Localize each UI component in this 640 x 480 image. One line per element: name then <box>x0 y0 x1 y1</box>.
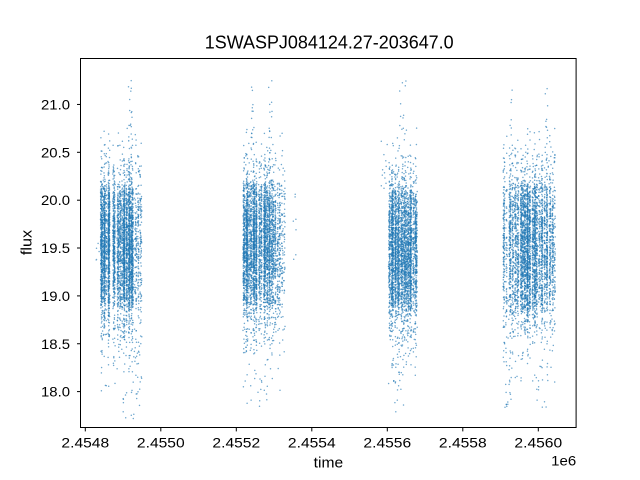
svg-text:21.0: 21.0 <box>41 96 70 112</box>
svg-text:time: time <box>314 456 344 472</box>
svg-text:2.4552: 2.4552 <box>212 434 260 450</box>
svg-text:flux: flux <box>19 229 35 255</box>
svg-text:19.5: 19.5 <box>41 240 70 256</box>
svg-text:18.0: 18.0 <box>41 384 70 400</box>
svg-text:20.0: 20.0 <box>41 192 70 208</box>
svg-text:2.4550: 2.4550 <box>137 434 185 450</box>
svg-text:18.5: 18.5 <box>41 336 70 352</box>
svg-text:2.4560: 2.4560 <box>514 434 562 450</box>
svg-text:2.4554: 2.4554 <box>288 434 336 450</box>
svg-text:1e6: 1e6 <box>551 452 576 468</box>
svg-text:2.4556: 2.4556 <box>363 434 411 450</box>
svg-text:2.4558: 2.4558 <box>439 434 487 450</box>
svg-text:20.5: 20.5 <box>41 144 70 160</box>
svg-text:2.4548: 2.4548 <box>61 434 109 450</box>
svg-text:1SWASPJ084124.27-203647.0: 1SWASPJ084124.27-203647.0 <box>205 33 454 53</box>
svg-text:19.0: 19.0 <box>41 288 70 304</box>
